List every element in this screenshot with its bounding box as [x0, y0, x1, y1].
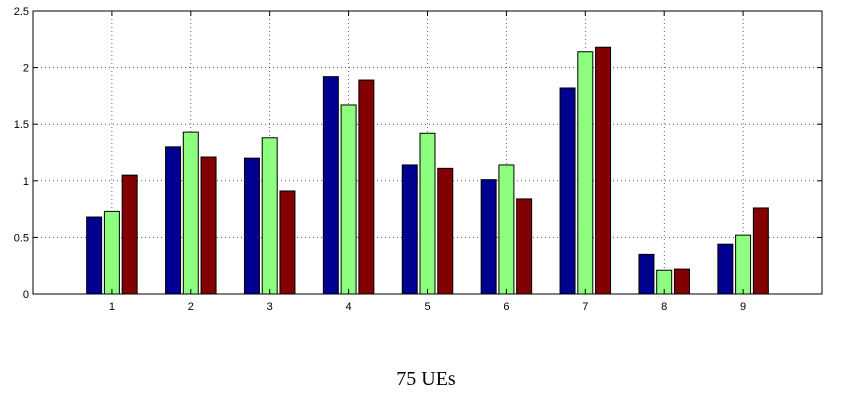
y-tick-label: 0 — [23, 289, 29, 301]
bar — [717, 243, 734, 295]
bar — [121, 174, 138, 295]
bar — [516, 198, 533, 295]
bar — [595, 46, 612, 295]
x-tick-label: 8 — [661, 301, 667, 313]
bar — [437, 167, 454, 295]
x-tick-label: 5 — [424, 301, 430, 313]
x-tick-label: 1 — [109, 301, 115, 313]
bar — [498, 164, 515, 295]
bar — [165, 146, 182, 295]
x-tick-label: 4 — [346, 301, 352, 313]
y-tick-label: 0.5 — [14, 232, 29, 244]
x-tick-label: 9 — [740, 301, 746, 313]
axis-ticks: 0 0.5 1 1.5 2 2.5 1 2 3 4 5 6 7 8 9 — [14, 6, 822, 313]
x-tick-label: 6 — [503, 301, 509, 313]
bar — [559, 87, 576, 295]
x-tick-label: 3 — [267, 301, 273, 313]
bar — [182, 131, 199, 295]
bar — [340, 104, 357, 295]
bar — [673, 268, 690, 295]
bar — [243, 157, 260, 295]
bar — [358, 79, 375, 295]
bar — [480, 179, 497, 295]
y-tick-label: 2.5 — [14, 6, 29, 18]
y-tick-label: 1.5 — [14, 119, 29, 131]
bar — [752, 207, 769, 295]
bar — [419, 132, 436, 295]
bar — [735, 234, 752, 295]
x-tick-label: 2 — [188, 301, 194, 313]
bar — [401, 164, 418, 295]
bar — [577, 51, 594, 295]
bar — [322, 76, 339, 295]
y-tick-label: 2 — [23, 63, 29, 75]
y-tick-label: 1 — [23, 176, 29, 188]
bar — [261, 137, 278, 295]
bar — [638, 253, 655, 295]
bar — [86, 216, 103, 295]
x-tick-label: 7 — [582, 301, 588, 313]
bar — [279, 190, 296, 295]
bars — [86, 46, 769, 295]
chart-caption: 75 UEs — [396, 368, 456, 390]
bar — [103, 210, 120, 295]
bar — [200, 156, 217, 295]
